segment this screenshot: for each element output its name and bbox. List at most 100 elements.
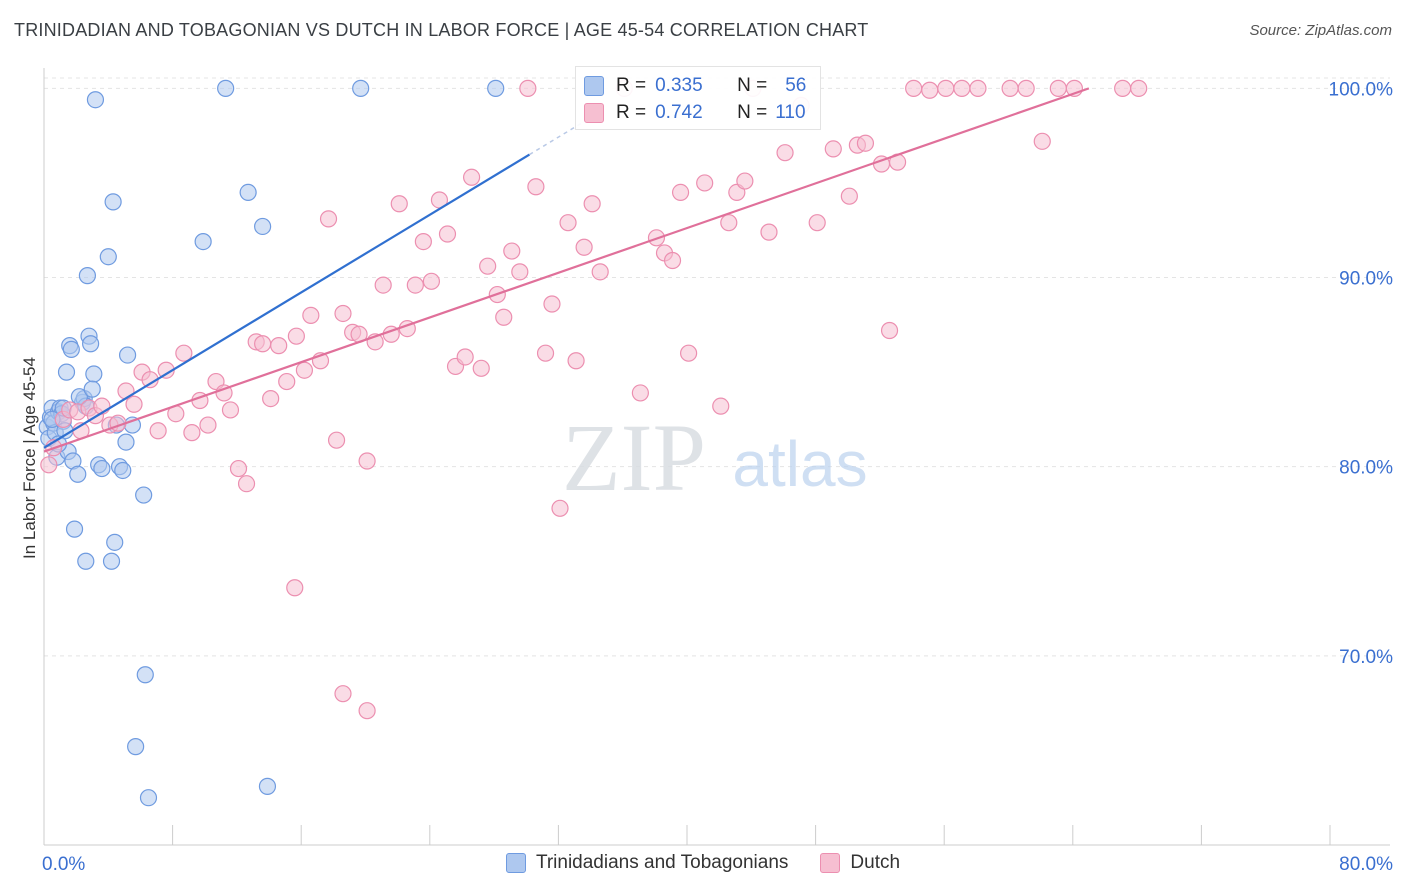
chart-title: TRINIDADIAN AND TOBAGONIAN VS DUTCH IN L…	[14, 20, 869, 40]
dutch-point	[334, 685, 352, 703]
stats-series1-r: 0.335	[655, 75, 703, 96]
stats-row-series2: R = 0.742 N = 110	[584, 100, 806, 126]
x-tick-label-max: 80.0%	[1339, 854, 1393, 875]
dutch-point	[237, 475, 256, 493]
trinidadian-point	[65, 520, 84, 538]
trinidadian-point	[254, 217, 272, 236]
dutch-point	[495, 308, 513, 326]
legend-swatch-trinidadians	[505, 853, 526, 873]
dutch-point	[559, 214, 577, 232]
stats-row-series1: R = 0.335 N = 56	[584, 73, 806, 99]
dutch-point	[503, 242, 521, 260]
dutch-point	[287, 327, 305, 345]
stats-r-label: R =	[616, 75, 647, 96]
stats-series1-n: 56	[785, 75, 807, 96]
trinidadian-point	[86, 91, 105, 109]
dutch-point	[631, 384, 649, 402]
dutch-point	[736, 172, 754, 190]
dutch-point	[591, 263, 609, 281]
chart-legend: Trinidadians and Tobagonians Dutch	[0, 852, 1406, 874]
dutch-point	[776, 144, 794, 162]
dutch-point	[374, 276, 392, 294]
series-dutch-points	[40, 79, 1148, 720]
trinidadian-trend-extension	[529, 119, 587, 156]
stats-n-label: N =	[737, 102, 768, 123]
dutch-point	[199, 416, 217, 434]
dutch-point	[262, 389, 280, 408]
trinidadian-point	[77, 552, 95, 570]
legend-swatch-dutch	[820, 853, 841, 873]
trinidadian-point	[93, 459, 111, 478]
dutch-point	[921, 81, 939, 99]
trinidadian-point	[352, 79, 370, 97]
dutch-point	[1049, 79, 1067, 97]
dutch-point	[149, 422, 167, 440]
dutch-point	[229, 459, 248, 478]
y-tick-label: 100.0%	[1329, 79, 1394, 100]
legend-item-dutch[interactable]: Dutch	[820, 852, 900, 874]
trinidadian-point	[106, 533, 124, 551]
stats-legend-box: R = 0.335 N = 56 R = 0.742 N = 110	[575, 66, 821, 130]
trinidadian-point	[69, 465, 87, 483]
dutch-point	[334, 304, 352, 323]
dutch-point	[295, 361, 314, 379]
y-tick-label: 70.0%	[1339, 647, 1393, 668]
trinidadian-trend-line	[43, 153, 531, 449]
dutch-point	[680, 344, 698, 362]
dutch-point	[551, 499, 569, 517]
trinidadian-point	[258, 777, 277, 795]
dutch-point	[406, 276, 424, 294]
dutch-point	[438, 225, 457, 243]
y-tick-label: 90.0%	[1339, 269, 1393, 290]
tick-labels: 70.0% 80.0% 90.0% 100.0% 0.0% 80.0%	[42, 79, 1393, 875]
dutch-point	[286, 579, 304, 597]
trinidadian-point	[57, 363, 76, 381]
dutch-point	[479, 257, 497, 275]
dutch-trend-line	[43, 87, 1090, 453]
trend-lines	[43, 87, 1090, 453]
dutch-point	[1130, 79, 1148, 97]
source-note: Source: ZipAtlas.com	[1249, 22, 1392, 39]
trinidadian-point	[85, 365, 103, 383]
dutch-point	[583, 195, 601, 213]
dutch-point	[808, 214, 826, 232]
stats-series2-r: 0.742	[655, 102, 703, 123]
trinidadian-point	[135, 486, 153, 504]
trinidadian-point	[62, 340, 80, 359]
trinidadian-point	[104, 193, 122, 211]
dutch-point	[760, 223, 778, 241]
dutch-point	[302, 306, 320, 324]
trinidadian-point	[487, 79, 505, 97]
dutch-point	[327, 431, 346, 449]
dutch-point	[575, 238, 593, 256]
axes	[43, 68, 1390, 846]
dutch-point	[543, 295, 561, 313]
trinidadian-point	[217, 79, 235, 97]
legend-label-trinidadians: Trinidadians and Tobagonians	[535, 852, 789, 873]
dutch-point	[840, 187, 858, 205]
dutch-point	[1017, 79, 1035, 97]
dutch-point	[937, 79, 955, 97]
trinidadian-point	[239, 183, 257, 202]
legend-item-trinidadians[interactable]: Trinidadians and Tobagonians	[505, 852, 789, 874]
dutch-point	[663, 251, 682, 270]
dutch-point	[422, 272, 441, 290]
trinidadian-point	[127, 738, 145, 756]
trinidadian-point	[78, 267, 97, 285]
dutch-point	[519, 79, 537, 97]
stats-series2-n: 110	[775, 102, 806, 123]
trinidadian-point	[82, 335, 100, 353]
watermark: ZIP atlas	[562, 404, 868, 511]
dutch-point	[358, 452, 376, 470]
trinidadian-point	[139, 789, 158, 807]
dutch-point	[278, 372, 296, 391]
dutch-point	[671, 183, 690, 202]
dutch-point	[125, 395, 143, 413]
trinidadian-point	[117, 433, 135, 451]
stats-r-label: R =	[616, 102, 647, 123]
stats-n-label: N =	[737, 75, 768, 96]
dutch-point	[696, 174, 714, 192]
dutch-point	[40, 456, 58, 474]
dutch-point	[856, 134, 875, 152]
dutch-point	[536, 344, 555, 362]
